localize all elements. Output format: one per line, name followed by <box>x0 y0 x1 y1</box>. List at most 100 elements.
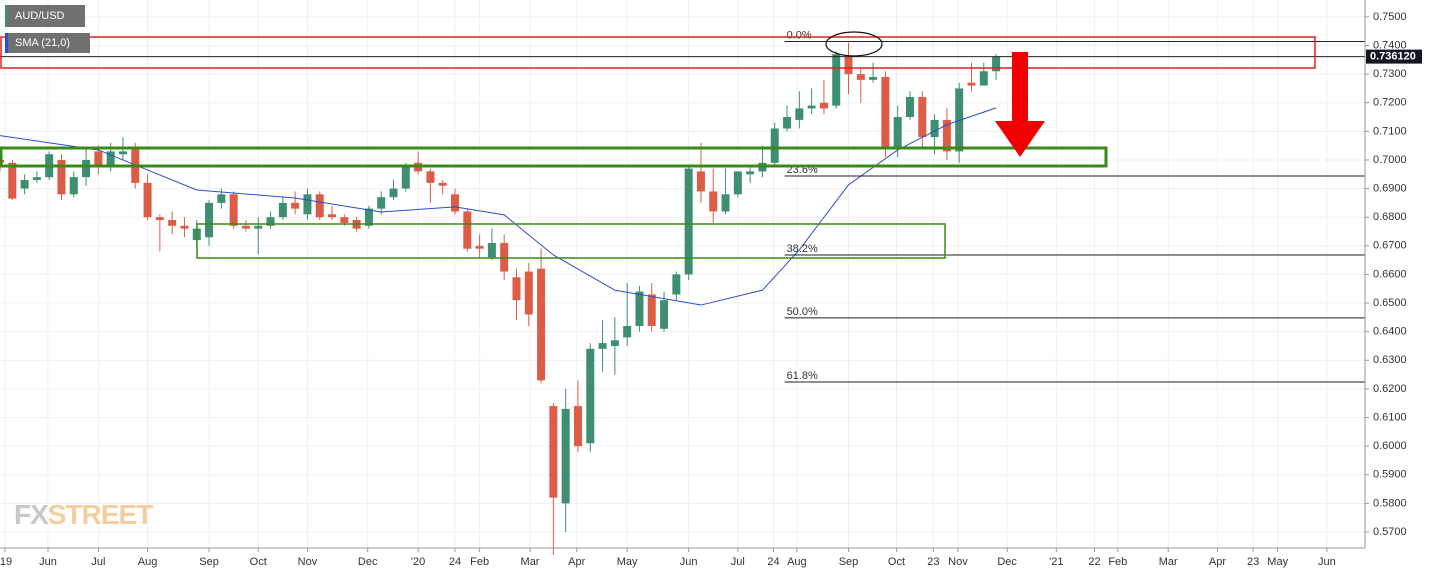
x-tick-label: Jul <box>731 556 745 568</box>
axes: 0.7500 0.7400 0.7300 0.7200 0.7100 0.7000 0.69… <box>0 11 1422 568</box>
y-tick-label: 0.5700 <box>1373 526 1407 538</box>
x-tick-label: Feb <box>1108 556 1127 568</box>
candle-body <box>155 217 164 221</box>
x-tick-label: Jun <box>39 556 57 568</box>
candle-body <box>8 162 17 199</box>
candle-body <box>217 194 226 203</box>
candle-body <box>254 225 263 229</box>
candle-body <box>709 191 718 212</box>
candle-body <box>278 202 287 218</box>
y-tick-label: 0.5800 <box>1373 497 1407 509</box>
candle-body <box>291 202 300 209</box>
y-tick-label: 0.7500 <box>1373 11 1407 23</box>
candle-body <box>856 74 865 80</box>
candle-body <box>660 300 669 329</box>
x-tick-label: Aug <box>787 556 807 568</box>
candle-body <box>549 406 558 498</box>
candle-body <box>684 168 693 275</box>
candle-body <box>647 294 656 326</box>
x-tick-label: Dec <box>358 556 378 568</box>
fib-label: 0.0% <box>787 29 812 41</box>
candle-body <box>979 71 988 86</box>
candle-body <box>20 179 29 189</box>
candle-body <box>463 211 472 249</box>
candle-body <box>475 245 484 249</box>
candle-body <box>229 194 238 226</box>
candle-body <box>143 182 152 218</box>
down-arrow <box>995 52 1045 157</box>
candle-body <box>426 171 435 183</box>
x-tick-label: 24 <box>449 556 461 568</box>
candle-body <box>82 159 91 178</box>
candle-body <box>328 214 337 218</box>
x-tick-label: May <box>1267 556 1288 568</box>
candle-body <box>733 171 742 195</box>
y-tick-label: 0.6000 <box>1373 440 1407 452</box>
candle-body <box>524 271 533 315</box>
legend-swatch <box>5 33 8 53</box>
fib-label: 50.0% <box>787 306 818 318</box>
x-tick-label: Oct <box>888 556 905 568</box>
x-tick-label: '21 <box>1049 556 1063 568</box>
candle-body <box>106 151 115 166</box>
candle-body <box>672 274 681 295</box>
candle-body <box>118 151 127 155</box>
x-tick-label: Nov <box>948 556 968 568</box>
x-tick-label: 24 <box>767 556 779 568</box>
candle-body <box>783 117 792 129</box>
candle-body <box>918 97 927 138</box>
candle-body <box>205 202 214 238</box>
candle-body <box>869 76 878 80</box>
marks: 0.0%23.6%38.2%50.0%61.8% <box>0 29 1365 555</box>
x-tick-label: Nov <box>298 556 318 568</box>
x-tick-label: Apr <box>1209 556 1226 568</box>
y-tick-label: 0.7200 <box>1373 97 1407 109</box>
candle-body <box>807 105 816 109</box>
candle-body <box>180 225 189 229</box>
candle-body <box>303 194 312 215</box>
candle-body <box>340 217 349 223</box>
candle-body <box>610 340 619 346</box>
x-tick-label: '19 <box>0 556 12 568</box>
candle-body <box>266 217 275 226</box>
x-tick-label: 23 <box>1247 556 1259 568</box>
x-tick-label: 22 <box>1088 556 1100 568</box>
x-tick-label: Mar <box>1159 556 1178 568</box>
candle-body <box>635 291 644 326</box>
watermark: FXSTREET <box>14 499 153 530</box>
y-tick-label: 0.6800 <box>1373 211 1407 223</box>
y-tick-label: 0.6700 <box>1373 240 1407 252</box>
candle-body <box>770 128 779 163</box>
highlight-ellipse <box>825 31 883 57</box>
x-tick-label: Feb <box>470 556 489 568</box>
y-tick-label: 0.7100 <box>1373 125 1407 137</box>
candle-body <box>537 268 546 381</box>
candle-body <box>377 197 386 209</box>
candle-body <box>881 76 890 149</box>
support-box <box>0 146 1108 168</box>
candle-body <box>942 119 951 152</box>
candle-body <box>623 325 632 338</box>
candle-body <box>241 225 250 229</box>
y-tick-label: 0.6900 <box>1373 182 1407 194</box>
candle-body <box>438 182 447 186</box>
candle-body <box>844 56 853 75</box>
y-tick-label: 0.6300 <box>1373 354 1407 366</box>
y-tick-label: 0.6600 <box>1373 268 1407 280</box>
x-tick-label: Aug <box>138 556 158 568</box>
y-tick-label: 0.6400 <box>1373 326 1407 338</box>
y-tick-label: 0.7000 <box>1373 154 1407 166</box>
x-tick-label: Jun <box>680 556 698 568</box>
candle-body <box>893 117 902 149</box>
legend-box <box>5 5 85 27</box>
x-tick-label: Sep <box>839 556 859 568</box>
watermark-fx: FX <box>14 499 49 530</box>
candle-body <box>561 408 570 504</box>
fib-label: 61.8% <box>787 370 818 382</box>
support-box <box>196 223 946 259</box>
candle-body <box>94 151 103 166</box>
candle-body <box>451 194 459 212</box>
x-tick-label: Mar <box>521 556 540 568</box>
candle-body <box>364 208 373 226</box>
